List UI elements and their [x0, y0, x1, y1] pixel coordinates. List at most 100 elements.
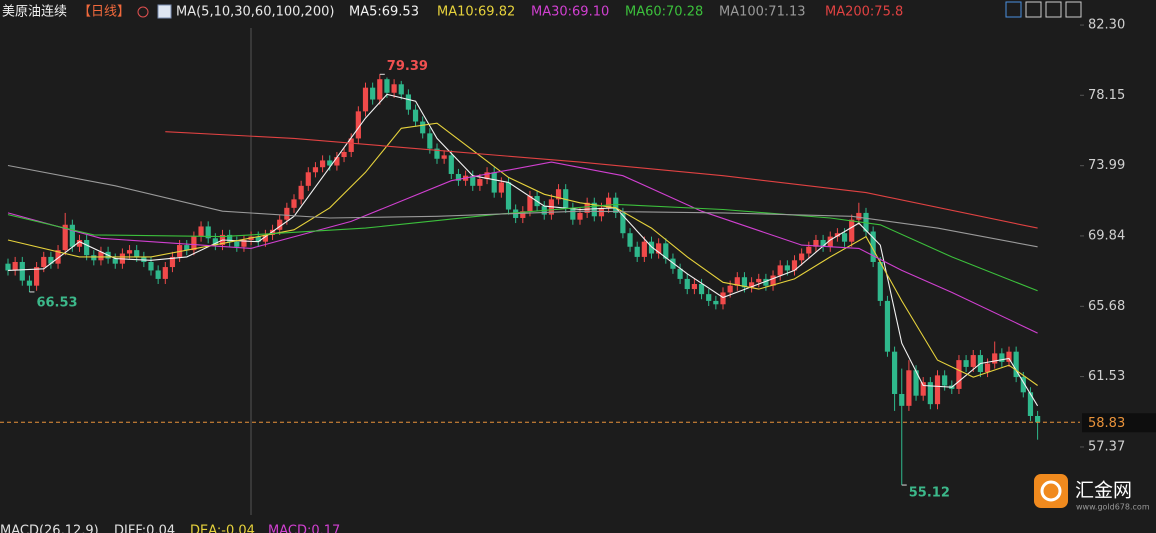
- candle-body: [384, 79, 390, 93]
- annotation: 79.39: [387, 59, 428, 74]
- candle-body: [291, 199, 297, 208]
- candle-body: [441, 155, 447, 159]
- candle-body: [391, 84, 397, 93]
- candle-body: [806, 246, 812, 254]
- macd-legend: DEA:-0.04: [190, 524, 255, 533]
- candle-body: [784, 265, 790, 271]
- ma-line: [7, 122, 1038, 386]
- candle-body: [370, 87, 376, 100]
- candle-body: [262, 234, 268, 242]
- y-tick-label: 65.68: [1088, 299, 1125, 314]
- candle-body: [191, 236, 197, 251]
- candle-body: [348, 138, 354, 152]
- candle-body: [34, 267, 40, 286]
- icon-candles[interactable]: [1025, 1, 1042, 18]
- candle-body: [734, 277, 740, 286]
- candle-body: [126, 250, 133, 254]
- candle-body: [427, 133, 433, 149]
- y-tick-label: 69.84: [1088, 228, 1125, 243]
- candle-body: [484, 172, 490, 180]
- candle-body: [684, 278, 690, 290]
- legend-entry: MA200:75.8: [825, 5, 903, 20]
- candle-body: [641, 241, 647, 257]
- candle-body: [1035, 415, 1041, 423]
- candle-body: [320, 160, 326, 168]
- candle-body: [913, 370, 919, 396]
- candle-body: [334, 157, 340, 166]
- annotation: 66.53: [36, 295, 77, 310]
- y-tick-label: 57.37: [1088, 439, 1125, 454]
- candle-body: [870, 231, 876, 262]
- candle-body: [477, 179, 483, 186]
- candle-body: [1027, 392, 1034, 416]
- candle-body: [934, 375, 941, 405]
- candle-body: [155, 270, 161, 279]
- y-tick-label: 82.30: [1088, 18, 1125, 33]
- candle-body: [563, 189, 569, 208]
- chart-title: 美原油连续: [2, 4, 67, 20]
- candle-body: [298, 185, 304, 200]
- candle-body: [906, 370, 912, 406]
- logo-url: www.gold678.com: [1076, 503, 1150, 512]
- icon-indicator[interactable]: [157, 4, 172, 19]
- price-label-box: [1082, 413, 1156, 433]
- candle-body: [5, 263, 11, 271]
- candle-body: [763, 278, 769, 286]
- icon-crosshair[interactable]: [1005, 1, 1022, 18]
- candle-body: [284, 207, 290, 220]
- candle-body: [205, 226, 211, 239]
- candle-body: [19, 261, 25, 281]
- candle-body: [791, 260, 798, 271]
- candle-body: [970, 355, 976, 367]
- y-tick-label: 73.99: [1088, 158, 1125, 173]
- candle-body: [12, 261, 18, 271]
- candle-body: [720, 292, 726, 305]
- candle-body: [598, 207, 605, 217]
- candle-body: [992, 353, 998, 364]
- candle-body: [305, 172, 311, 186]
- candle-body: [927, 382, 933, 405]
- candle-body: [26, 280, 33, 286]
- candle-body: [770, 275, 776, 286]
- candle-body: [134, 250, 140, 257]
- toolbar-icons[interactable]: [1005, 1, 1082, 18]
- icon-settings[interactable]: [1065, 1, 1082, 18]
- indicator: MA(5,10,30,60,100,200): [176, 5, 334, 20]
- candle-body: [963, 360, 969, 367]
- candle-body: [377, 79, 383, 100]
- candle-body: [577, 212, 583, 220]
- candle-body: [663, 243, 669, 259]
- icon-bars[interactable]: [1045, 1, 1062, 18]
- candle-body: [198, 226, 204, 237]
- candle-body: [727, 285, 733, 293]
- annotation: 55.12: [909, 486, 950, 501]
- candle-body: [677, 268, 683, 279]
- icon-add[interactable]: [137, 6, 149, 18]
- macd-legend: DIFF:0.04: [114, 524, 175, 533]
- candle-body: [856, 212, 862, 220]
- candle-body: [813, 239, 819, 247]
- candle-body: [984, 363, 991, 372]
- candle-body: [277, 219, 283, 230]
- legend-entry: MA30:69.10: [531, 5, 609, 20]
- candle-body: [756, 278, 762, 283]
- candle-body: [1013, 351, 1019, 378]
- candle-body: [648, 241, 655, 254]
- candle-body: [505, 182, 512, 210]
- candle-body: [634, 246, 640, 257]
- candle-body: [849, 219, 855, 242]
- candle-body: [713, 300, 719, 305]
- candle-body: [841, 233, 848, 242]
- candle-body: [827, 236, 833, 247]
- candle-body: [312, 167, 319, 173]
- candle-body: [863, 212, 869, 232]
- logo-name: 汇金网: [1075, 480, 1132, 502]
- ma-line: [165, 131, 1038, 229]
- candle-body: [234, 241, 240, 247]
- candle-body: [956, 360, 962, 389]
- candle-body: [570, 207, 576, 220]
- candle-body: [241, 239, 247, 247]
- candle-body: [942, 375, 948, 386]
